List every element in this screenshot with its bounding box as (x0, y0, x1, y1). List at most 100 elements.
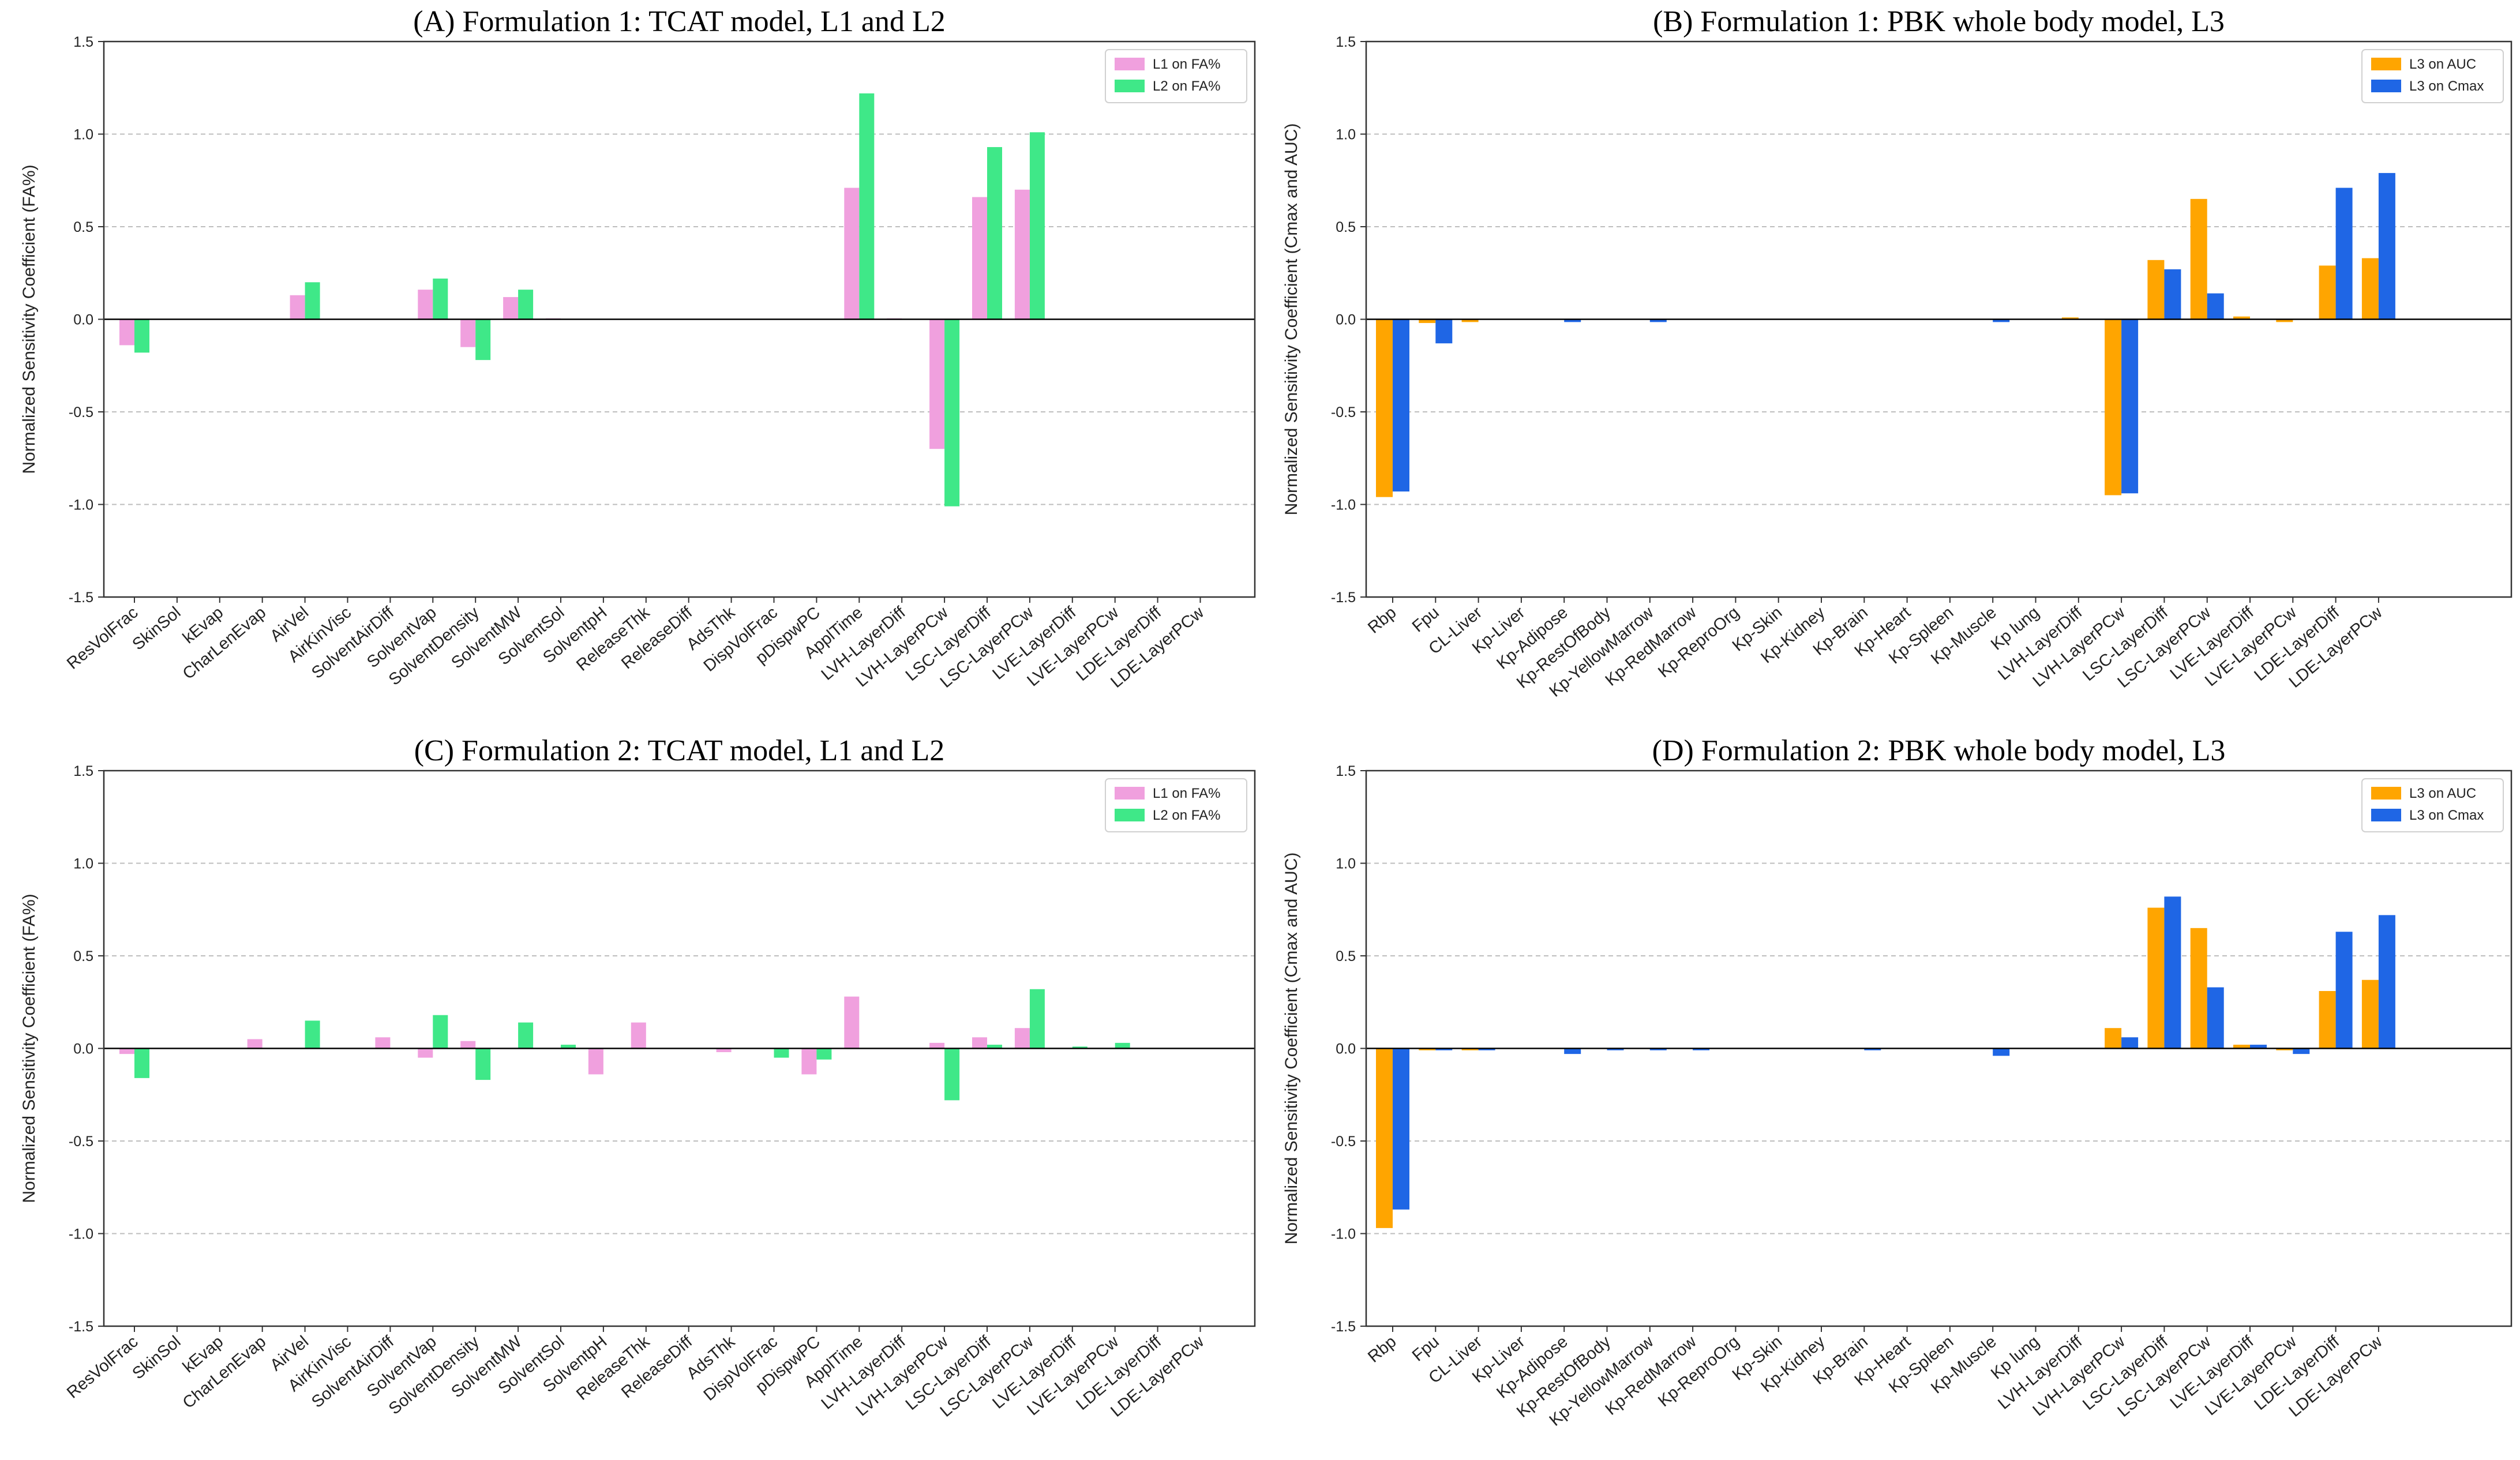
bar-auc-lde-layerdiff (2319, 265, 2336, 320)
bar-auc-lde-layerpcw (2361, 258, 2379, 320)
bar-l2-solventdensity (475, 1048, 491, 1080)
bar-auc-fpu (1419, 319, 1436, 323)
panel-a-y-axis-label: Normalized Sensitivity Coefficient (FA%) (20, 164, 39, 474)
y-tick-label: -1.0 (69, 497, 93, 513)
bar-l2-lvh-layerpcw (944, 319, 960, 506)
bar-l2-solventvap (433, 1015, 448, 1049)
bar-auc-lde-layerdiff (2319, 990, 2336, 1049)
bar-cmax-kp-muscle (1993, 319, 2010, 322)
bar-l2-lvh-layerpcw (944, 1048, 960, 1101)
panel-b-frame (1365, 40, 2512, 598)
legend-swatch-l1 (1115, 787, 1145, 800)
bar-l1-lvh-layerpcw (929, 319, 945, 449)
bar-l1-appltime (844, 187, 860, 320)
legend-swatch-auc (2371, 58, 2401, 70)
bar-cmax-lde-layerpcw (2378, 172, 2395, 320)
y-tick-label: 0.0 (73, 1041, 93, 1057)
bar-l1-resvolfrac (119, 319, 134, 346)
panel-d: (D) Formulation 2: PBK whole body model,… (1282, 734, 2512, 1430)
legend-label: L3 on AUC (2409, 57, 2476, 72)
bar-auc-cl-liver (1461, 1048, 1479, 1050)
bar-l2-appltime (859, 93, 875, 320)
legend-swatch-auc (2371, 787, 2401, 800)
bar-cmax-rbp (1393, 319, 1409, 492)
legend-label: L3 on AUC (2409, 786, 2476, 801)
bar-auc-lvh-layerpcw (2105, 1028, 2122, 1049)
bar-l1-lsc-layerdiff (972, 197, 987, 320)
bar-l2-lsc-layerpcw (1029, 989, 1045, 1049)
legend-swatch-cmax (2371, 80, 2401, 92)
y-tick-label: 1.0 (73, 856, 93, 872)
legend-swatch-cmax (2371, 809, 2401, 821)
legend-swatch-l2 (1115, 809, 1145, 821)
y-tick-label: -0.5 (1331, 404, 1356, 421)
y-tick-label: 1.0 (73, 127, 93, 143)
bar-l1-solventvap (418, 290, 433, 320)
bar-cmax-kp-yellowmarrow (1649, 319, 1667, 322)
x-tick-label: SkinSol (129, 603, 185, 654)
bar-l2-lsc-layerpcw (1029, 132, 1045, 320)
bar-l2-solventsol (561, 1045, 576, 1049)
bar-l1-airvel (290, 295, 305, 320)
bar-cmax-kp-adipose (1564, 1048, 1581, 1054)
bar-l2-solventmw (518, 1022, 534, 1049)
y-tick-label: 0.0 (1336, 1041, 1356, 1057)
panel-a-frame (103, 40, 1256, 598)
x-tick-label: Fpu (1409, 603, 1443, 636)
panel-a-legend: L1 on FA% L2 on FA% (1105, 49, 1247, 103)
legend-label: L1 on FA% (1153, 786, 1220, 801)
bar-auc-lsc-layerdiff (2147, 907, 2165, 1049)
bar-cmax-rbp (1393, 1048, 1409, 1210)
panel-c-frame (103, 770, 1256, 1327)
bar-l1-solventvap (418, 1048, 433, 1058)
bar-l2-airvel (305, 282, 320, 320)
bar-l1-solventdensity (460, 1041, 476, 1049)
bar-l2-lve-layerpcw (1115, 1042, 1130, 1049)
bar-cmax-fpu (1435, 319, 1453, 344)
y-tick-label: -1.5 (1331, 590, 1356, 606)
bar-l2-pdispwpc (816, 1048, 832, 1060)
bar-l2-dispvolfrac (774, 1048, 789, 1058)
panel-a-title: (A) Formulation 1: TCAT model, L1 and L2 (413, 5, 945, 38)
y-tick-label: -0.5 (69, 404, 93, 421)
y-tick-label: 0.0 (1336, 312, 1356, 328)
bar-cmax-cl-liver (1478, 1048, 1495, 1050)
panel-d-y-axis-label: Normalized Sensitivity Coefficient (Cmax… (1282, 853, 1301, 1245)
bar-l2-lsc-layerdiff (987, 1045, 1002, 1049)
legend-label: L3 on Cmax (2409, 808, 2484, 823)
bar-cmax-lde-layerdiff (2335, 187, 2353, 320)
legend-label: L2 on FA% (1153, 808, 1220, 823)
y-tick-label: -1.5 (69, 590, 93, 606)
y-tick-label: 0.5 (73, 948, 93, 964)
bar-cmax-lvh-layerpcw (2121, 319, 2139, 494)
x-tick-label: ResVolFrac (63, 1333, 141, 1402)
bar-cmax-kp-adipose (1564, 319, 1581, 322)
bar-l1-lvh-layerpcw (929, 1042, 945, 1049)
bar-auc-fpu (1419, 1048, 1436, 1050)
legend-swatch-l2 (1115, 80, 1145, 92)
y-tick-label: 0.0 (73, 312, 93, 328)
bar-auc-lvh-layerpcw (2105, 319, 2122, 496)
bar-auc-rbp (1376, 319, 1393, 497)
bar-l2-resvolfrac (134, 319, 149, 353)
bar-auc-lsc-layerdiff (2147, 260, 2165, 320)
x-tick-label: Rbp (1364, 603, 1400, 637)
bar-l2-solventmw (518, 290, 534, 320)
bar-l2-airvel (305, 1020, 320, 1049)
bar-cmax-fpu (1435, 1048, 1453, 1050)
legend-swatch-l1 (1115, 58, 1145, 70)
y-tick-label: -1.0 (1331, 1226, 1356, 1243)
bar-auc-lsc-layerpcw (2190, 928, 2207, 1049)
bar-auc-lve-layerpcw (2276, 319, 2293, 322)
bar-cmax-lvh-layerpcw (2121, 1037, 2139, 1049)
bar-auc-cl-liver (1461, 319, 1479, 322)
bar-l1-lsc-layerdiff (972, 1037, 987, 1049)
bar-auc-lsc-layerpcw (2190, 198, 2207, 320)
bar-cmax-lde-layerdiff (2335, 932, 2353, 1049)
bar-cmax-lsc-layerpcw (2207, 293, 2224, 320)
bar-cmax-lve-layerpcw (2293, 1048, 2310, 1054)
bar-cmax-kp-muscle (1993, 1048, 2010, 1056)
y-tick-label: 0.5 (1336, 948, 1356, 964)
y-tick-label: -1.0 (1331, 497, 1356, 513)
bar-l1-solventairdiff (375, 1037, 391, 1049)
